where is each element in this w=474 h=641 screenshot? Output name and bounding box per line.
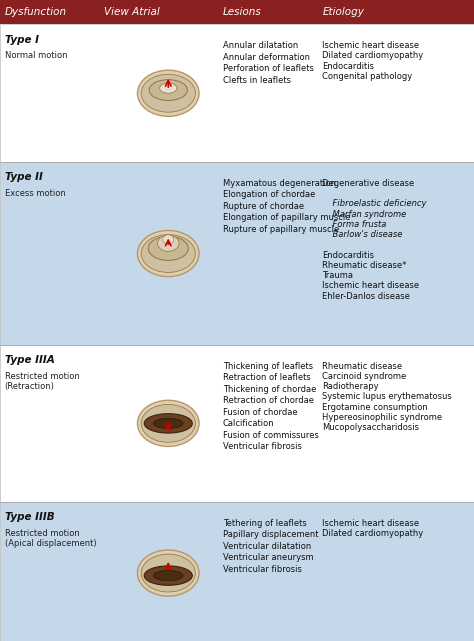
Text: Perforation of leaflets: Perforation of leaflets: [223, 64, 314, 73]
Text: Etiology: Etiology: [322, 7, 364, 17]
Ellipse shape: [163, 235, 174, 244]
Ellipse shape: [141, 404, 195, 442]
Text: Retraction of leaflets: Retraction of leaflets: [223, 373, 310, 382]
Text: Restricted motion
(Retraction): Restricted motion (Retraction): [5, 372, 80, 391]
Text: Ventricular fibrosis: Ventricular fibrosis: [223, 442, 301, 451]
Ellipse shape: [160, 83, 177, 93]
Text: Fusion of chordae: Fusion of chordae: [223, 408, 297, 417]
Text: Hypereosinophilic syndrome: Hypereosinophilic syndrome: [322, 413, 442, 422]
Text: Elongation of papillary muscle: Elongation of papillary muscle: [223, 213, 350, 222]
Text: Mucopolysaccharidosis: Mucopolysaccharidosis: [322, 423, 419, 432]
Text: Dilated cardiomyopathy: Dilated cardiomyopathy: [322, 529, 424, 538]
Text: Ergotamine consumption: Ergotamine consumption: [322, 403, 428, 412]
Text: Fusion of commissures: Fusion of commissures: [223, 431, 319, 440]
Ellipse shape: [144, 566, 192, 585]
Text: Ischemic heart disease: Ischemic heart disease: [322, 281, 419, 290]
Text: Papillary displacement: Papillary displacement: [223, 530, 318, 539]
Text: Myxamatous degeneration: Myxamatous degeneration: [223, 179, 336, 188]
Text: Rheumatic disease*: Rheumatic disease*: [322, 261, 407, 270]
Text: Systemic lupus erythematosus: Systemic lupus erythematosus: [322, 392, 452, 401]
Text: Fibroelastic deficiency: Fibroelastic deficiency: [322, 199, 427, 208]
Ellipse shape: [141, 74, 195, 112]
Text: Endocarditis: Endocarditis: [322, 62, 374, 71]
Text: Type IIIA: Type IIIA: [5, 355, 55, 365]
Text: Rupture of papillary muscle: Rupture of papillary muscle: [223, 225, 339, 234]
Ellipse shape: [141, 235, 195, 272]
Text: Type IIIB: Type IIIB: [5, 512, 55, 522]
Text: Barlow's disease: Barlow's disease: [322, 230, 403, 239]
Ellipse shape: [149, 79, 187, 101]
Text: Ventricular dilatation: Ventricular dilatation: [223, 542, 311, 551]
Text: Thickening of chordae: Thickening of chordae: [223, 385, 316, 394]
Text: Congenital pathology: Congenital pathology: [322, 72, 412, 81]
Text: Lesions: Lesions: [223, 7, 262, 17]
Text: Type I: Type I: [5, 35, 39, 45]
Text: Annular dilatation: Annular dilatation: [223, 41, 298, 50]
Text: Dilated cardiomyopathy: Dilated cardiomyopathy: [322, 51, 424, 60]
Text: Elongation of chordae: Elongation of chordae: [223, 190, 315, 199]
Ellipse shape: [137, 70, 199, 117]
Ellipse shape: [154, 419, 183, 428]
Text: Excess motion: Excess motion: [5, 189, 65, 198]
Text: Rupture of chordae: Rupture of chordae: [223, 202, 304, 211]
Text: View Atrial: View Atrial: [104, 7, 160, 17]
Ellipse shape: [144, 413, 192, 433]
Bar: [0, 0, 474, 24]
Text: Endocarditis: Endocarditis: [322, 251, 374, 260]
Text: Restricted motion
(Apical displacement): Restricted motion (Apical displacement): [5, 529, 96, 548]
Text: Thickening of leaflets: Thickening of leaflets: [223, 362, 313, 370]
Text: Type II: Type II: [5, 172, 43, 183]
Text: Carcinoid syndrome: Carcinoid syndrome: [322, 372, 407, 381]
Text: Marfan syndrome: Marfan syndrome: [322, 210, 407, 219]
Text: Trauma: Trauma: [322, 271, 353, 280]
Text: Ischemic heart disease: Ischemic heart disease: [322, 519, 419, 528]
Text: Ischemic heart disease: Ischemic heart disease: [322, 41, 419, 50]
Text: Degenerative disease: Degenerative disease: [322, 179, 415, 188]
Text: Ventricular aneurysm: Ventricular aneurysm: [223, 553, 313, 562]
Text: Tethering of leaflets: Tethering of leaflets: [223, 519, 307, 528]
Ellipse shape: [148, 237, 188, 260]
Ellipse shape: [154, 570, 183, 581]
Ellipse shape: [137, 400, 199, 446]
Ellipse shape: [137, 230, 199, 277]
Text: Radiotherapy: Radiotherapy: [322, 382, 379, 391]
Bar: [0, 502, 474, 641]
Ellipse shape: [141, 554, 195, 592]
Text: Dysfunction: Dysfunction: [5, 7, 67, 17]
Text: Retraction of chordae: Retraction of chordae: [223, 396, 314, 405]
Ellipse shape: [137, 550, 199, 596]
Text: Forma frusta: Forma frusta: [322, 220, 387, 229]
Ellipse shape: [157, 235, 179, 251]
Text: Clefts in leaflets: Clefts in leaflets: [223, 76, 291, 85]
Text: Calcification: Calcification: [223, 419, 274, 428]
Bar: [0, 345, 474, 502]
Text: Rheumatic disease: Rheumatic disease: [322, 362, 402, 370]
Text: Ehler-Danlos disease: Ehler-Danlos disease: [322, 292, 410, 301]
Bar: [0, 162, 474, 345]
Text: Annular deformation: Annular deformation: [223, 53, 310, 62]
Text: Normal motion: Normal motion: [5, 51, 67, 60]
Text: Ventricular fibrosis: Ventricular fibrosis: [223, 565, 301, 574]
Bar: [0, 24, 474, 162]
